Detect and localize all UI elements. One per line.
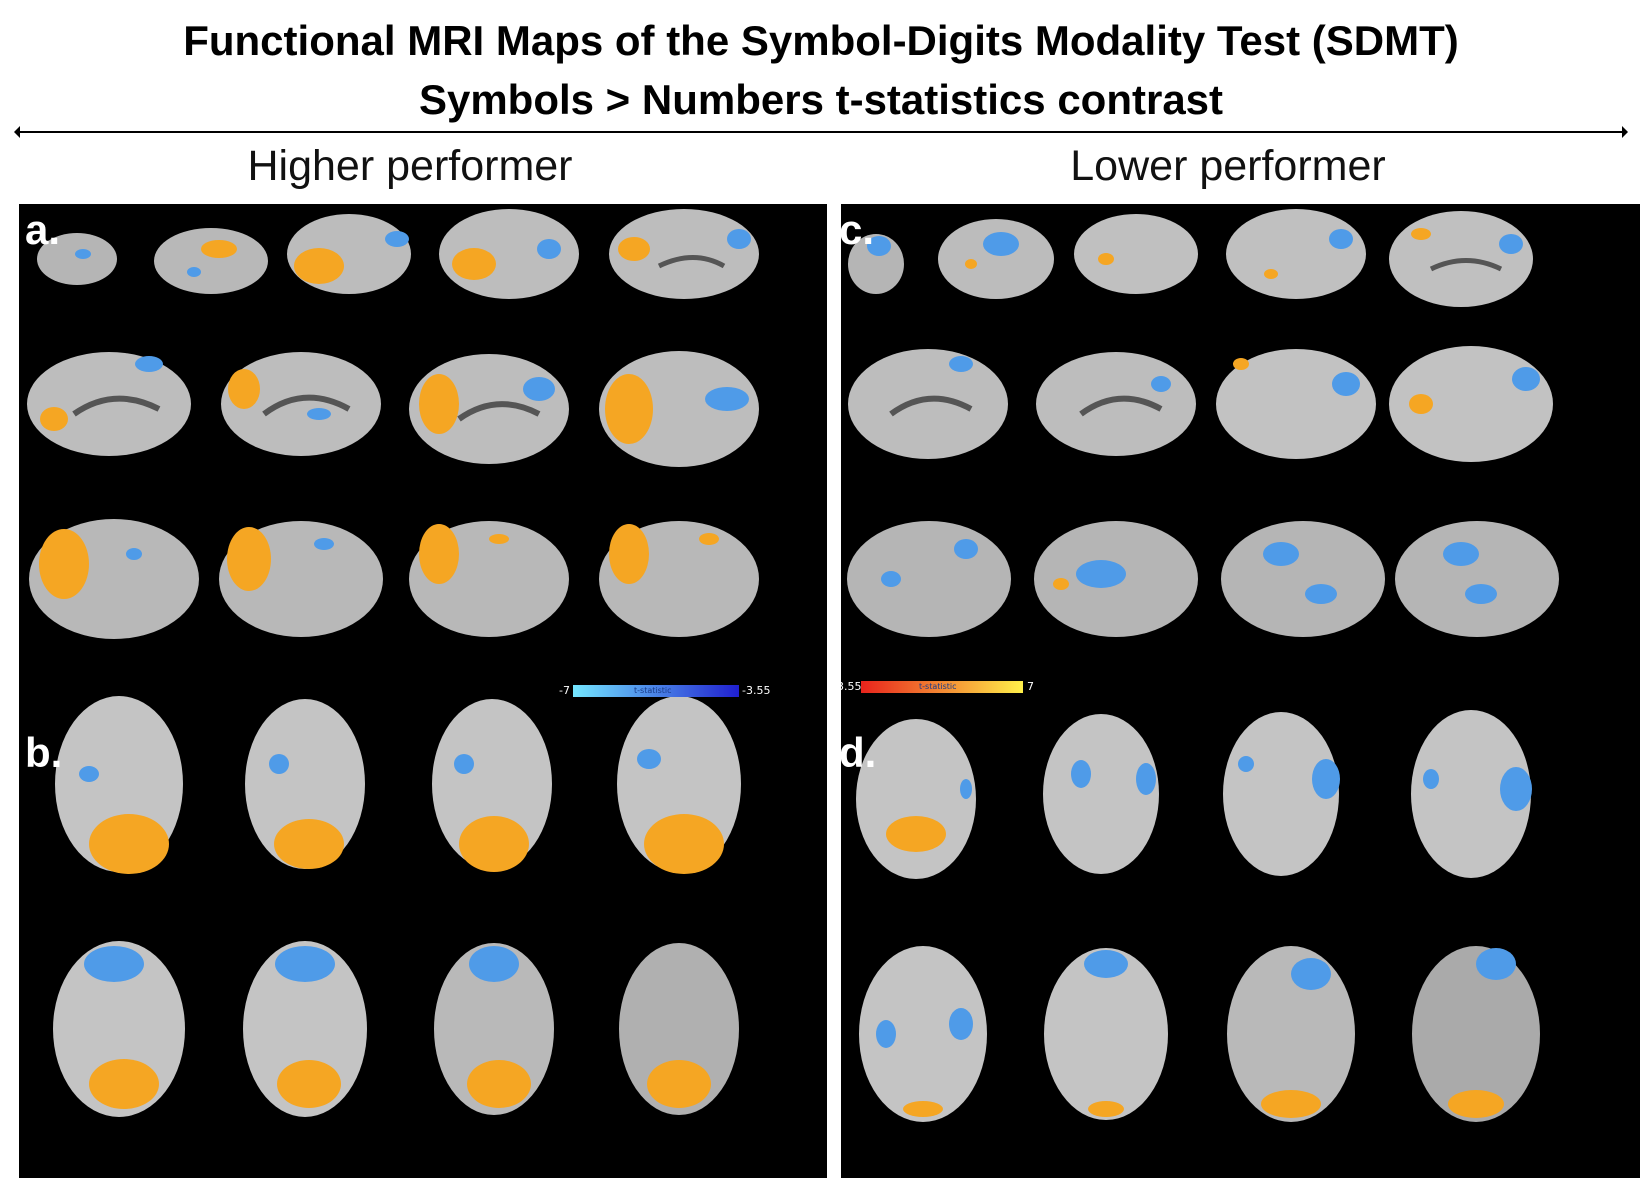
axial-slice xyxy=(245,699,365,869)
axial-slice xyxy=(1411,710,1532,878)
column-heading-higher: Higher performer xyxy=(247,142,573,190)
axial-slice xyxy=(243,941,367,1117)
axial-slice xyxy=(53,941,185,1117)
axial-slice xyxy=(432,699,552,872)
panel-higher-performer: a. b. -7 t-statistic -3.55 xyxy=(19,204,827,1178)
sagittal-slice xyxy=(848,349,1008,459)
colorbar-positive xyxy=(861,681,1023,693)
axial-slice xyxy=(55,696,183,874)
sagittal-slice xyxy=(609,209,759,299)
brain-map-lower xyxy=(847,209,1559,1122)
axial-slice xyxy=(1223,712,1340,876)
axial-slice xyxy=(856,719,976,879)
colorbar-negative-max-label: -3.55 xyxy=(742,684,771,697)
sagittal-slice xyxy=(1074,214,1198,294)
axial-slice xyxy=(619,943,739,1115)
sagittal-slice xyxy=(848,234,904,294)
sagittal-slice xyxy=(37,233,117,285)
panel-label-a: a. xyxy=(25,206,61,253)
colorbar-negative xyxy=(573,685,739,697)
axial-slice xyxy=(1044,948,1168,1120)
axial-slice xyxy=(859,946,987,1122)
sagittal-slice xyxy=(1395,521,1559,637)
sagittal-slice xyxy=(938,219,1054,299)
sagittal-slice xyxy=(1389,211,1533,307)
column-heading-lower: Lower performer xyxy=(1070,142,1386,190)
sagittal-slice xyxy=(154,228,268,294)
sagittal-slice xyxy=(287,214,411,294)
axial-slice xyxy=(1412,946,1540,1122)
sagittal-slice xyxy=(221,352,381,456)
axial-slice xyxy=(1043,714,1159,874)
panel-lower-performer: c. d. 3.55 t-statistic 7 xyxy=(841,204,1640,1178)
panel-label-b: b. xyxy=(25,729,63,776)
panel-label-d: d. xyxy=(841,729,877,776)
figure-title-line-1: Functional MRI Maps of the Symbol-Digits… xyxy=(183,17,1459,64)
sagittal-slice xyxy=(1034,521,1198,637)
axial-slice xyxy=(1227,946,1355,1122)
colorbar-positive-min-label: 3.55 xyxy=(841,680,862,693)
column-divider-line xyxy=(14,126,1628,138)
sagittal-slice xyxy=(599,351,759,467)
sagittal-slice xyxy=(27,352,191,456)
sagittal-slice xyxy=(1389,346,1553,462)
sagittal-slice xyxy=(29,519,199,639)
sagittal-slice xyxy=(599,521,759,637)
colorbar-positive-max-label: 7 xyxy=(1027,680,1034,693)
sagittal-slice xyxy=(1221,521,1385,637)
sagittal-slice xyxy=(1226,209,1366,299)
brain-map-higher xyxy=(27,209,759,1117)
sagittal-slice xyxy=(409,354,569,464)
colorbar-positive-title: t-statistic xyxy=(919,682,957,691)
panel-label-c: c. xyxy=(841,206,875,253)
figure-title-line-2: Symbols > Numbers t-statistics contrast xyxy=(418,76,1224,123)
colorbar-negative-title: t-statistic xyxy=(634,686,672,695)
sagittal-slice xyxy=(439,209,579,299)
sagittal-slice xyxy=(219,521,383,637)
colorbar-negative-min-label: -7 xyxy=(559,684,570,697)
sagittal-slice xyxy=(409,521,569,637)
axial-slice xyxy=(434,943,554,1115)
axial-slice xyxy=(617,696,741,874)
sagittal-slice xyxy=(1216,349,1376,459)
sagittal-slice xyxy=(1036,352,1196,456)
sagittal-slice xyxy=(847,521,1011,637)
